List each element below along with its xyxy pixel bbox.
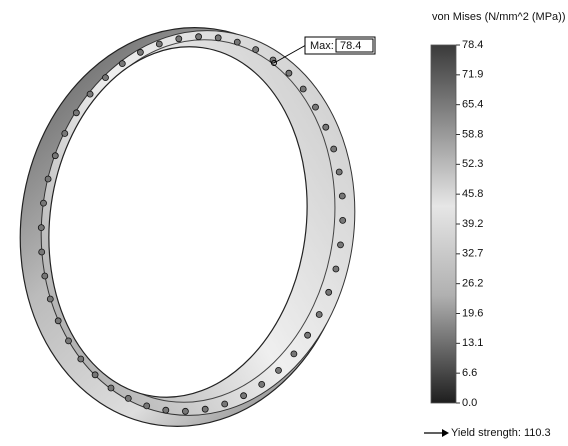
yield-arrowhead [442,429,449,437]
max-value: 78.4 [340,40,361,52]
ring-model [0,6,379,441]
legend-tick-label: 19.6 [462,307,483,319]
bolt-hole [333,266,339,272]
bolt-hole [47,296,53,302]
legend-tick-label: 78.4 [462,39,483,51]
bolt-hole [103,75,109,81]
bolt-hole [45,176,51,182]
bolt-hole [336,169,342,175]
bolt-hole [316,312,322,318]
bolt-hole [176,36,182,42]
legend-tick-label: 71.9 [462,69,483,81]
bolt-hole [300,86,306,92]
bolt-hole [338,242,344,248]
bolt-hole [42,273,48,279]
bolt-hole [73,110,79,116]
bolt-hole [125,395,131,401]
legend-tick-label: 6.6 [462,367,477,379]
legend-tick-label: 39.2 [462,218,483,230]
bolt-hole [92,372,98,378]
bolt-hole [38,225,44,231]
bolt-hole [313,104,319,110]
bolt-hole [241,393,247,399]
bolt-hole [62,131,68,137]
bolt-hole [323,124,329,130]
bolt-hole [331,146,337,152]
legend-ticks: 78.4 71.9 65.4 58.8 52.3 45.8 39.2 32.7 26.2 19.6… [456,39,483,409]
bolt-hole [196,34,202,40]
yield-strength: Yield strength: 110.3 [451,427,551,439]
bolt-hole [78,356,84,362]
bolt-hole [286,70,292,76]
legend-tick-label: 26.2 [462,278,483,290]
legend-tick-label: 0.0 [462,397,477,409]
max-label: Max: [310,40,334,52]
bolt-hole [253,47,259,53]
bolt-hole [339,193,345,199]
bolt-hole [182,408,188,414]
legend-title: von Mises (N/mm^2 (MPa)) [432,11,566,23]
legend-tick-label: 32.7 [462,248,483,260]
bolt-hole [137,49,143,55]
bolt-hole [39,249,45,255]
color-scale [431,45,456,403]
bolt-hole [222,401,228,407]
legend-tick-label: 13.1 [462,337,483,349]
bolt-hole [119,61,125,67]
bolt-hole [340,217,346,223]
legend-tick-label: 45.8 [462,188,483,200]
bolt-hole [326,289,332,295]
bolt-hole [202,406,208,412]
bolt-hole [215,35,221,41]
simulation-view: Max: 78.4 von Mises (N/mm^2 (MPa)) 78.47… [0,0,568,441]
legend-tick-label: 65.4 [462,99,483,111]
bolt-hole [52,153,58,159]
bolt-hole [87,91,93,97]
bolt-hole [55,318,61,324]
bolt-hole [276,367,282,373]
legend-tick-label: 58.8 [462,128,483,140]
bolt-hole [259,381,265,387]
bolt-hole [291,351,297,357]
bolt-hole [305,332,311,338]
bolt-hole [163,407,169,413]
bolt-hole [156,41,162,47]
bolt-hole [144,403,150,409]
bolt-hole [66,338,72,344]
bolt-hole [234,39,240,45]
bolt-hole [41,200,47,206]
bolt-hole [108,385,114,391]
legend-tick-label: 52.3 [462,158,483,170]
